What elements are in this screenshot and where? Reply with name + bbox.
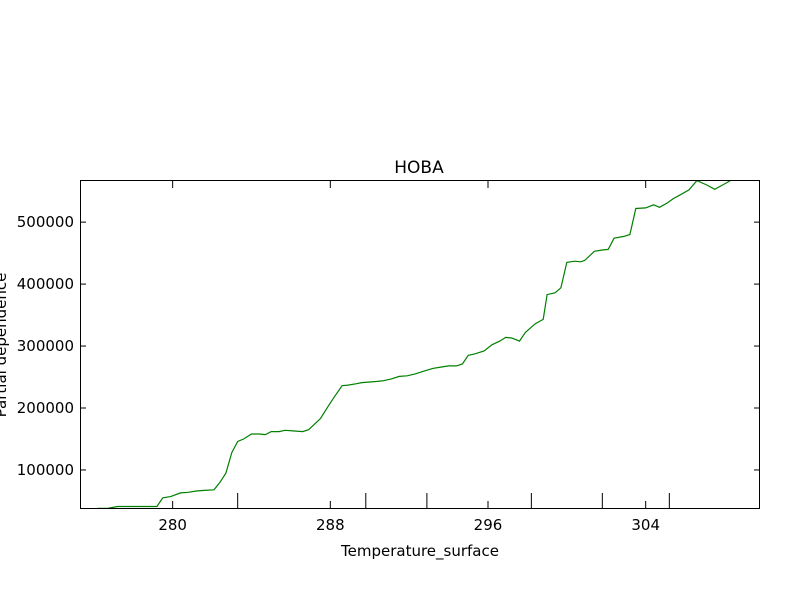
plot-frame xyxy=(80,180,760,509)
y-tick-label: 500000 xyxy=(17,213,74,231)
x-tick-label: 280 xyxy=(158,516,187,534)
x-tick-label: 296 xyxy=(474,516,503,534)
y-axis-label: Partial dependence xyxy=(0,273,10,418)
data-line-series-0 xyxy=(97,180,731,509)
x-tick-label: 304 xyxy=(631,516,660,534)
plot-area: 280 288 296 304 100000 200000 300000 400000 5000… xyxy=(17,180,760,534)
chart-title: HOBA xyxy=(394,158,444,178)
x-tick-label: 288 xyxy=(316,516,345,534)
y-tick-label: 400000 xyxy=(17,275,74,293)
y-tick-label: 300000 xyxy=(17,337,74,355)
y-tick-label: 100000 xyxy=(17,461,74,479)
y-tick-label: 200000 xyxy=(17,399,74,417)
x-axis-label: Temperature_surface xyxy=(340,542,499,561)
